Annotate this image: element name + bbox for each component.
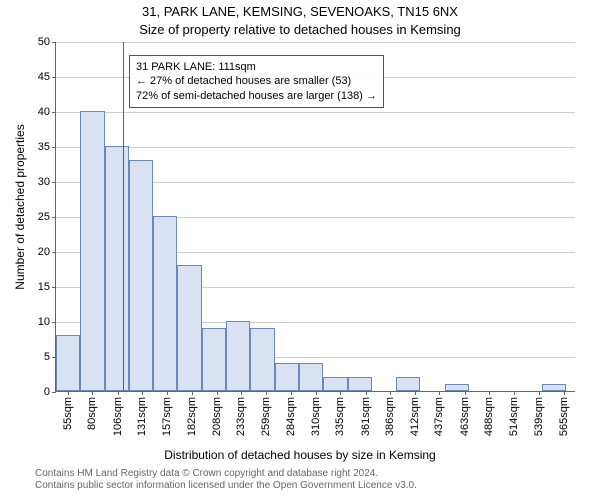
xtick-mark bbox=[465, 391, 466, 395]
histogram-bar bbox=[105, 146, 129, 391]
xtick-label: 106sqm bbox=[112, 397, 124, 436]
xtick-label: 463sqm bbox=[459, 397, 471, 436]
xtick-mark bbox=[366, 391, 367, 395]
xtick-label: 412sqm bbox=[409, 397, 421, 436]
xtick-label: 182sqm bbox=[186, 397, 198, 436]
chart-title-sub: Size of property relative to detached ho… bbox=[0, 22, 600, 37]
xtick-label: 310sqm bbox=[310, 397, 322, 436]
ytick-mark bbox=[52, 112, 56, 113]
ytick-label: 20 bbox=[38, 246, 50, 258]
xtick-mark bbox=[217, 391, 218, 395]
annotation-box: 31 PARK LANE: 111sqm← 27% of detached ho… bbox=[129, 55, 384, 108]
ytick-mark bbox=[52, 42, 56, 43]
xtick-mark bbox=[340, 391, 341, 395]
histogram-bar bbox=[129, 160, 153, 391]
xtick-label: 335sqm bbox=[334, 397, 346, 436]
xtick-label: 514sqm bbox=[508, 397, 520, 436]
histogram-bar bbox=[445, 384, 469, 391]
ytick-mark bbox=[52, 287, 56, 288]
annotation-line-1: 31 PARK LANE: 111sqm bbox=[136, 60, 377, 74]
histogram-bar bbox=[56, 335, 80, 391]
xtick-label: 131sqm bbox=[136, 397, 148, 436]
xtick-mark bbox=[489, 391, 490, 395]
xtick-mark bbox=[92, 391, 93, 395]
histogram-bar bbox=[275, 363, 299, 391]
xtick-mark bbox=[316, 391, 317, 395]
xtick-label: 386sqm bbox=[384, 397, 396, 436]
ytick-label: 25 bbox=[38, 211, 50, 223]
ytick-label: 50 bbox=[38, 36, 50, 48]
chart-title-main: 31, PARK LANE, KEMSING, SEVENOAKS, TN15 … bbox=[0, 4, 600, 19]
xtick-mark bbox=[390, 391, 391, 395]
xtick-mark bbox=[192, 391, 193, 395]
xtick-mark bbox=[118, 391, 119, 395]
histogram-bar bbox=[177, 265, 201, 391]
histogram-bar bbox=[348, 377, 372, 391]
xtick-label: 157sqm bbox=[161, 397, 173, 436]
xtick-label: 80sqm bbox=[86, 397, 98, 430]
ytick-mark bbox=[52, 147, 56, 148]
xtick-mark bbox=[439, 391, 440, 395]
histogram-bar bbox=[299, 363, 323, 391]
xtick-mark bbox=[142, 391, 143, 395]
xtick-label: 208sqm bbox=[211, 397, 223, 436]
xtick-mark bbox=[68, 391, 69, 395]
ytick-label: 0 bbox=[44, 386, 50, 398]
ytick-label: 15 bbox=[38, 281, 50, 293]
x-axis-label: Distribution of detached houses by size … bbox=[0, 448, 600, 462]
ytick-label: 30 bbox=[38, 176, 50, 188]
xtick-label: 437sqm bbox=[433, 397, 445, 436]
ytick-mark bbox=[52, 322, 56, 323]
xtick-mark bbox=[539, 391, 540, 395]
plot-area: 0510152025303540455055sqm80sqm106sqm131s… bbox=[55, 42, 575, 392]
ytick-label: 10 bbox=[38, 316, 50, 328]
ytick-mark bbox=[52, 252, 56, 253]
ytick-mark bbox=[52, 217, 56, 218]
footer-line-1: Contains HM Land Registry data © Crown c… bbox=[35, 468, 595, 480]
annotation-line-2: ← 27% of detached houses are smaller (53… bbox=[136, 74, 377, 88]
ytick-label: 35 bbox=[38, 141, 50, 153]
xtick-label: 259sqm bbox=[260, 397, 272, 436]
gridline bbox=[56, 147, 575, 148]
ytick-label: 5 bbox=[44, 351, 50, 363]
ytick-mark bbox=[52, 182, 56, 183]
gridline bbox=[56, 42, 575, 43]
histogram-bar bbox=[323, 377, 347, 391]
xtick-mark bbox=[415, 391, 416, 395]
xtick-mark bbox=[564, 391, 565, 395]
histogram-bar bbox=[80, 111, 104, 391]
histogram-bar bbox=[153, 216, 177, 391]
xtick-label: 565sqm bbox=[558, 397, 570, 436]
histogram-bar bbox=[396, 377, 420, 391]
xtick-label: 55sqm bbox=[62, 397, 74, 430]
ytick-label: 40 bbox=[38, 106, 50, 118]
histogram-bar bbox=[250, 328, 274, 391]
annotation-line-3: 72% of semi-detached houses are larger (… bbox=[136, 89, 377, 103]
histogram-bar bbox=[202, 328, 226, 391]
ytick-mark bbox=[52, 392, 56, 393]
ytick-mark bbox=[52, 77, 56, 78]
reference-line bbox=[123, 42, 124, 391]
xtick-label: 284sqm bbox=[285, 397, 297, 436]
y-axis-label: Number of detached properties bbox=[13, 37, 27, 377]
xtick-mark bbox=[266, 391, 267, 395]
histogram-bar bbox=[542, 384, 566, 391]
xtick-mark bbox=[291, 391, 292, 395]
xtick-label: 539sqm bbox=[533, 397, 545, 436]
ytick-label: 45 bbox=[38, 71, 50, 83]
footer-attribution: Contains HM Land Registry data © Crown c… bbox=[35, 468, 595, 492]
histogram-bar bbox=[226, 321, 250, 391]
xtick-label: 233sqm bbox=[235, 397, 247, 436]
xtick-mark bbox=[514, 391, 515, 395]
chart-container: 31, PARK LANE, KEMSING, SEVENOAKS, TN15 … bbox=[0, 0, 600, 500]
gridline bbox=[56, 112, 575, 113]
xtick-label: 361sqm bbox=[360, 397, 372, 436]
xtick-mark bbox=[241, 391, 242, 395]
xtick-label: 488sqm bbox=[483, 397, 495, 436]
footer-line-2: Contains public sector information licen… bbox=[35, 480, 595, 492]
xtick-mark bbox=[167, 391, 168, 395]
